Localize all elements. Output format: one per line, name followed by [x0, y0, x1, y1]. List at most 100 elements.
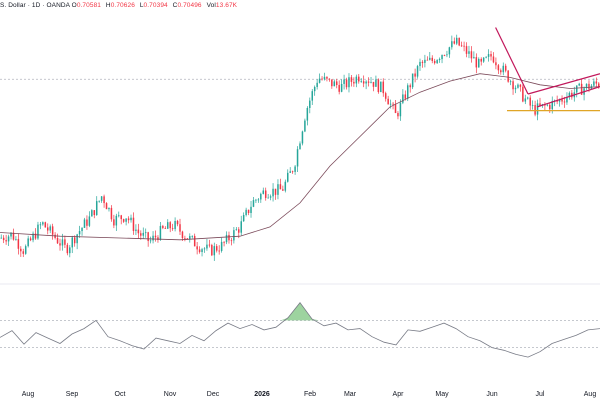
- candle-body: [220, 241, 223, 251]
- candle-body: [71, 237, 74, 248]
- candle-body: [595, 81, 598, 84]
- candle-body: [333, 81, 336, 87]
- candle-body: [42, 222, 44, 225]
- candle-body: [215, 246, 218, 251]
- candle-body: [24, 246, 27, 254]
- candle-body: [458, 37, 460, 46]
- candle-body: [186, 238, 189, 240]
- x-tick-label: Dec: [207, 391, 220, 398]
- candle-body: [157, 237, 159, 240]
- x-tick-label: Apr: [393, 391, 405, 398]
- candle-body: [507, 70, 509, 82]
- candle-body: [561, 99, 563, 102]
- candle-body: [59, 243, 61, 246]
- x-tick-label: Aug: [22, 391, 35, 398]
- candle-body: [546, 104, 549, 106]
- candle-body: [309, 100, 311, 108]
- x-tick-label: Feb: [304, 391, 316, 398]
- candle-body: [465, 46, 468, 54]
- candle-body: [132, 217, 135, 231]
- candle-body: [15, 238, 17, 240]
- candle-body: [482, 57, 485, 62]
- legend-vol: 13.67K: [215, 2, 238, 9]
- candle-body: [566, 97, 568, 103]
- candle-body: [406, 85, 409, 99]
- candle-body: [377, 79, 380, 93]
- oscillator-panel: [0, 302, 600, 358]
- candle-body: [108, 207, 110, 210]
- candle-body: [321, 78, 323, 80]
- candle-body: [135, 229, 137, 231]
- candle-body: [392, 103, 394, 105]
- candle-body: [539, 103, 541, 106]
- candle-body: [213, 246, 216, 256]
- candle-body: [144, 232, 147, 234]
- candle-body: [328, 78, 331, 80]
- candle-body: [86, 219, 88, 226]
- candle-body: [166, 222, 169, 229]
- candle-body: [2, 237, 5, 241]
- candle-body: [34, 233, 37, 239]
- candle-body: [198, 249, 201, 253]
- candle-body: [230, 240, 233, 242]
- candle-body: [110, 207, 113, 220]
- candle-body: [223, 241, 225, 243]
- candle-body: [289, 171, 291, 173]
- candle-body: [519, 84, 522, 87]
- candle-body: [242, 215, 245, 222]
- candle-body: [225, 234, 228, 243]
- candle-body: [399, 102, 402, 117]
- candle-body: [296, 149, 299, 167]
- candle-body: [103, 196, 105, 204]
- candle-body: [32, 233, 34, 241]
- legend-high-label: H: [105, 2, 111, 9]
- candle-body: [64, 239, 66, 245]
- candle-body: [164, 227, 167, 229]
- candle-body: [436, 60, 438, 64]
- candle-body: [331, 79, 333, 87]
- candle-body: [522, 86, 524, 102]
- candle-body: [468, 51, 470, 54]
- candle-body: [509, 81, 512, 83]
- candle-body: [240, 221, 242, 233]
- x-tick-label: 2026: [254, 391, 270, 398]
- candle-body: [495, 62, 497, 66]
- candle-body: [211, 245, 213, 256]
- candle-body: [424, 59, 426, 63]
- candle-body: [54, 234, 56, 238]
- candle-body: [593, 81, 595, 86]
- candle-body: [147, 232, 149, 242]
- candle-body: [218, 250, 220, 252]
- candle-body: [56, 237, 59, 244]
- candle-body: [438, 59, 441, 61]
- candle-body: [301, 131, 304, 144]
- candle-body: [500, 70, 502, 73]
- candle-body: [201, 249, 203, 253]
- candle-body: [360, 81, 362, 83]
- candle-body: [443, 55, 446, 56]
- candle-body: [115, 215, 118, 226]
- candle-body: [125, 218, 127, 222]
- candle-body: [480, 58, 482, 62]
- candle-body: [578, 83, 580, 86]
- candle-body: [551, 101, 554, 110]
- candle-body: [353, 81, 355, 84]
- candle-body: [140, 233, 142, 236]
- candle-body: [419, 61, 421, 67]
- candle-body: [343, 79, 345, 84]
- legend-close: 0.70496: [177, 2, 202, 9]
- candle-body: [411, 73, 414, 88]
- candle-body: [81, 227, 83, 232]
- candle-body: [460, 45, 463, 47]
- candle-body: [490, 54, 492, 57]
- candle-body: [429, 57, 431, 60]
- candle-body: [264, 190, 267, 198]
- candle-body: [20, 248, 22, 252]
- candle-body: [575, 85, 578, 93]
- x-tick-label: Aug: [584, 391, 597, 398]
- candle-body: [340, 83, 343, 92]
- candle-body: [113, 219, 115, 226]
- candle-body: [446, 54, 448, 56]
- candle-body: [502, 65, 505, 73]
